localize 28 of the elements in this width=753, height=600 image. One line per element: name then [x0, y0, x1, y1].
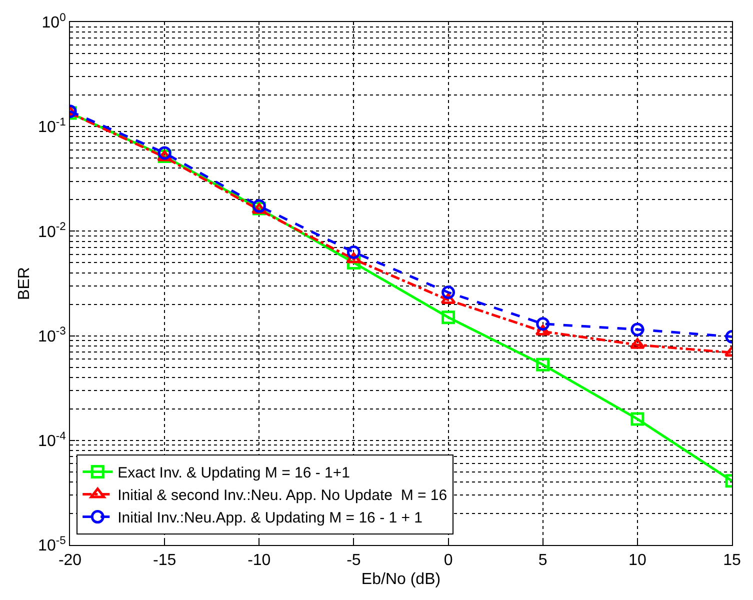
point [630, 412, 644, 426]
y-tick-label: 10$^{-4}$ [38, 430, 66, 450]
y-tick-label: 10$^{0}$ [42, 12, 66, 32]
point [158, 146, 172, 160]
point [346, 245, 360, 259]
y-tick-label: 10$^{-1}$ [38, 116, 66, 136]
point [536, 358, 550, 372]
x-tick-label: 15 [723, 552, 741, 570]
point [252, 199, 266, 213]
x-tick-label: -20 [58, 552, 82, 570]
point [442, 286, 456, 300]
x-tick-label: 10 [628, 552, 646, 570]
y-tick-label: 10$^{-2}$ [38, 221, 66, 241]
x-tick-label: -10 [248, 552, 271, 570]
legend-label: Initial & second Inv.:Neu. App. No Update M = 16 [118, 487, 448, 504]
x-tick-label: -5 [346, 552, 361, 570]
x-tick-label: -15 [153, 552, 176, 570]
y-tick-label: 10$^{-3}$ [38, 326, 66, 346]
x-axis-title: Eb/No (dB) [361, 570, 441, 588]
y-axis-title: BER [16, 267, 33, 300]
legend-label: Exact Inv. & Updating M = 16 - 1+1 [118, 464, 350, 482]
point [442, 310, 456, 324]
y-tick-label: 10$^{-5}$ [38, 534, 66, 555]
legend-label: Initial Inv.:Neu.App. & Updating M = 16 - 1 + 1 [118, 510, 423, 527]
point [630, 322, 644, 336]
point [536, 317, 550, 331]
x-tick-label: 5 [538, 552, 548, 570]
x-tick-label: 0 [444, 552, 453, 570]
